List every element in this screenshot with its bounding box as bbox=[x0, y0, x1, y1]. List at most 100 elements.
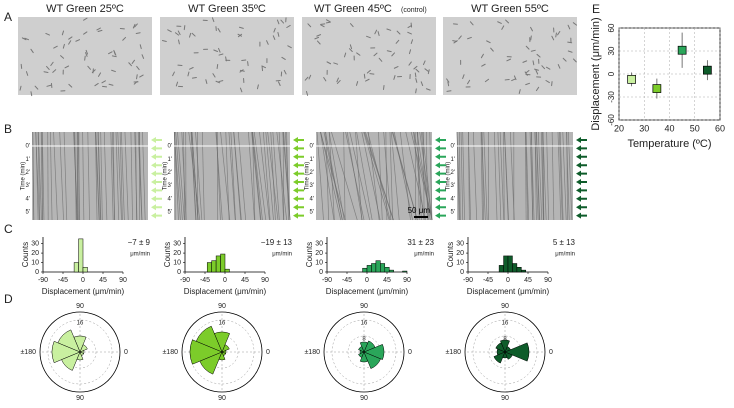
track bbox=[110, 131, 114, 221]
track bbox=[546, 131, 549, 221]
theta-tick-label: 0 bbox=[266, 349, 270, 356]
x-tick-label: -90 bbox=[38, 277, 48, 284]
cell bbox=[365, 78, 370, 82]
cell bbox=[178, 39, 180, 45]
arrow bbox=[151, 179, 162, 185]
track bbox=[378, 131, 383, 221]
cell bbox=[97, 29, 103, 32]
cell bbox=[84, 55, 86, 61]
cell bbox=[567, 41, 573, 44]
cell bbox=[217, 28, 221, 33]
track bbox=[53, 131, 58, 221]
cell bbox=[45, 32, 51, 36]
theta-tick-label: 90 bbox=[218, 303, 226, 310]
cell bbox=[567, 50, 573, 53]
point bbox=[627, 75, 636, 84]
track bbox=[237, 131, 247, 221]
cell bbox=[366, 35, 371, 39]
track bbox=[134, 131, 138, 221]
cell bbox=[366, 69, 371, 74]
arrow bbox=[435, 137, 446, 143]
theta-tick-label: 0 bbox=[549, 349, 553, 356]
x-tick-label: 0 bbox=[81, 277, 85, 284]
point bbox=[703, 65, 712, 75]
cell bbox=[113, 49, 116, 55]
r-tick-label: 8 bbox=[362, 337, 366, 343]
y-tick-label: 10 bbox=[315, 259, 323, 266]
track bbox=[253, 131, 267, 221]
track bbox=[181, 131, 187, 221]
track bbox=[557, 131, 562, 221]
arrow bbox=[151, 153, 162, 160]
track bbox=[265, 131, 274, 221]
x-tick-label: -90 bbox=[463, 277, 473, 284]
cell bbox=[21, 37, 27, 41]
track bbox=[195, 131, 203, 221]
x-tick-label: 0 bbox=[223, 277, 227, 284]
track bbox=[525, 131, 529, 221]
arrow bbox=[293, 187, 304, 194]
time-label: 0' bbox=[451, 144, 455, 150]
cell bbox=[530, 49, 536, 52]
histogram-bar bbox=[498, 265, 504, 273]
y-tick-label: 30 bbox=[456, 240, 464, 247]
track bbox=[37, 131, 41, 221]
track bbox=[112, 131, 115, 221]
track bbox=[551, 131, 555, 221]
arrow bbox=[151, 162, 162, 169]
cell bbox=[415, 88, 417, 94]
cell bbox=[111, 55, 117, 58]
track bbox=[316, 131, 324, 221]
cell bbox=[183, 25, 186, 31]
y-tick-label: 0 bbox=[319, 269, 323, 276]
cell bbox=[266, 40, 269, 45]
annotation-unit: μm/min bbox=[555, 252, 575, 258]
cell bbox=[467, 36, 472, 40]
cell bbox=[320, 23, 326, 25]
track bbox=[328, 131, 335, 221]
x-tick-label: 60 bbox=[715, 123, 725, 133]
time-label: 5' bbox=[26, 210, 30, 216]
cell bbox=[43, 71, 49, 74]
track bbox=[175, 131, 183, 221]
track bbox=[117, 131, 122, 221]
track bbox=[497, 131, 502, 221]
cell bbox=[484, 78, 490, 83]
cell bbox=[535, 69, 539, 75]
annotation: 5 ± 13 bbox=[553, 238, 576, 247]
track bbox=[542, 131, 547, 221]
cell bbox=[408, 49, 412, 55]
track bbox=[481, 131, 486, 221]
cell bbox=[536, 53, 541, 58]
cell bbox=[272, 35, 276, 40]
cell bbox=[218, 80, 224, 83]
cell bbox=[408, 61, 412, 66]
y-tick-label: 20 bbox=[31, 250, 39, 257]
cell bbox=[286, 24, 291, 28]
cell bbox=[467, 79, 471, 85]
cell bbox=[557, 30, 561, 36]
cell bbox=[68, 83, 73, 88]
track bbox=[38, 131, 42, 221]
arrow bbox=[293, 195, 304, 202]
y-tick-label: 30 bbox=[31, 240, 39, 247]
cell bbox=[572, 58, 577, 63]
cell bbox=[134, 23, 138, 28]
cell bbox=[424, 68, 429, 72]
track bbox=[566, 131, 570, 221]
cell bbox=[273, 27, 276, 33]
arrow bbox=[151, 145, 162, 152]
arrow bbox=[293, 170, 304, 177]
cell bbox=[530, 26, 533, 32]
cell bbox=[413, 65, 418, 70]
cell bbox=[308, 74, 312, 80]
rose-sector bbox=[359, 341, 369, 353]
rose-sector bbox=[61, 351, 81, 371]
cell bbox=[87, 65, 91, 70]
cell bbox=[216, 64, 219, 70]
track bbox=[233, 131, 242, 221]
track bbox=[349, 131, 370, 221]
panel-label: C bbox=[4, 222, 13, 236]
micrograph bbox=[160, 17, 294, 95]
cell bbox=[458, 35, 462, 40]
